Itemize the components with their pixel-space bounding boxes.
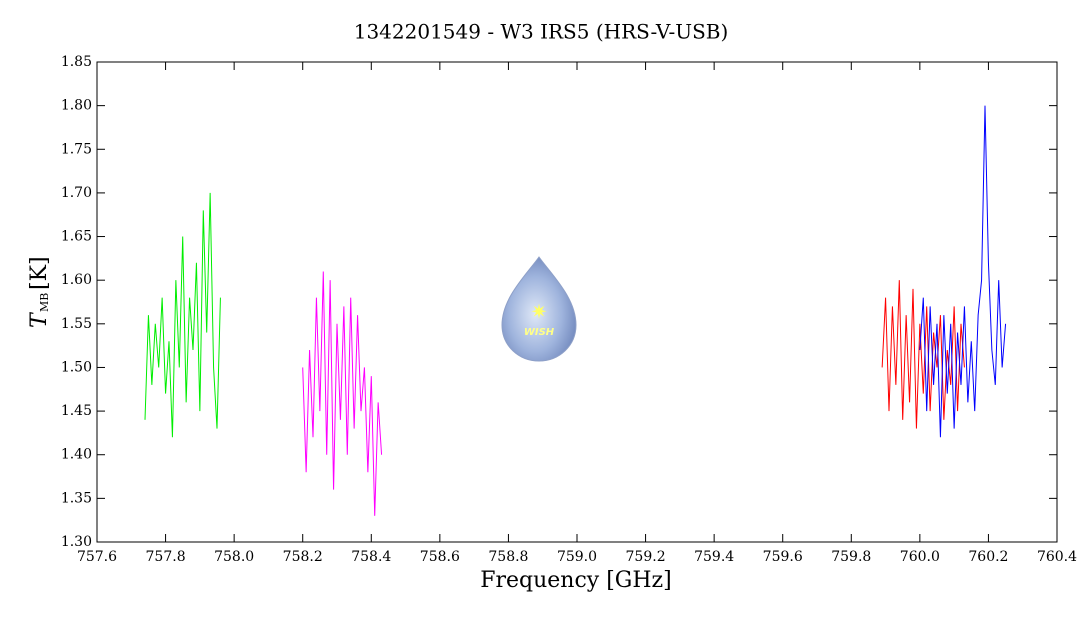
x-tick-label: 759.0 [557,549,597,565]
y-tick-label: 1.65 [61,229,92,245]
x-tick-label: 759.2 [626,549,666,565]
y-tick-label: 1.40 [61,447,92,463]
y-tick-label: 1.70 [61,185,92,201]
y-tick-label: 1.50 [61,359,92,375]
y-tick-label: 1.85 [61,54,92,70]
y-tick-label: 1.45 [61,403,92,419]
x-tick-label: 757.8 [146,549,186,565]
x-tick-label: 758.0 [214,549,254,565]
spectrum-line [144,192,221,438]
y-tick-label: 1.55 [61,316,92,332]
spectrum-line [881,280,965,429]
x-tick-label: 759.8 [831,549,871,565]
x-tick-label: 760.2 [968,549,1008,565]
y-tick-label: 1.75 [61,141,92,157]
x-tick-label: 758.6 [420,549,460,565]
y-axis-label-sub: MB [38,293,51,312]
x-tick-label: 759.4 [694,549,734,565]
x-axis-label: Frequency [GHz] [480,568,672,593]
logo-drop [501,256,577,362]
logo-star: ✷ [531,300,548,324]
spectrum-line [919,105,1007,438]
x-tick-label: 760.4 [1037,549,1077,565]
y-axis-label-unit: [K] [27,256,52,290]
y-tick-label: 1.80 [61,98,92,114]
chart-title: 1342201549 - W3 IRS5 (HRS-V-USB) [354,20,729,44]
logo: ✷ WISH [501,256,577,362]
x-tick-label: 760.0 [900,549,940,565]
y-tick-label: 1.30 [61,534,92,550]
x-tick-label: 759.6 [763,549,803,565]
x-tick-label: 758.8 [488,549,528,565]
y-tick-label: 1.60 [61,272,92,288]
spectrum-line [302,271,383,516]
logo-text: WISH [524,327,555,338]
x-tick-label: 758.2 [283,549,323,565]
y-axis-label-group: T MB [K] [27,256,52,328]
x-tick-label: 757.6 [77,549,117,565]
y-tick-label: 1.35 [61,490,92,506]
y-axis-label: T [27,311,52,328]
x-tick-label: 758.4 [351,549,391,565]
